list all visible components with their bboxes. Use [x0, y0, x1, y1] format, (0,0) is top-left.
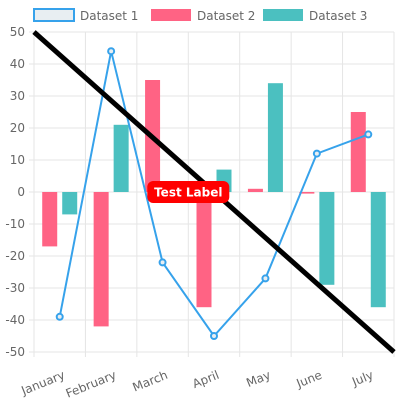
y-tick-label: 10 — [10, 153, 25, 167]
legend-label: Dataset 3 — [309, 9, 367, 23]
bar — [62, 192, 78, 215]
legend-swatch — [151, 9, 191, 21]
data-point — [210, 332, 218, 340]
bar — [299, 192, 315, 194]
bar — [267, 83, 283, 192]
y-tick-label: 40 — [10, 57, 25, 71]
y-tick-label: 50 — [10, 25, 25, 39]
bar — [196, 192, 212, 308]
data-point — [312, 149, 321, 158]
bar — [247, 188, 263, 192]
bars — [42, 80, 386, 327]
legend-swatch — [33, 8, 75, 22]
x-tick-label: April — [190, 368, 221, 391]
annotation-label: Test Label — [154, 186, 222, 200]
x-tick-label: January — [18, 368, 66, 398]
line-series — [55, 47, 373, 340]
y-tick-label: -30 — [5, 281, 25, 295]
y-tick-label: 20 — [10, 121, 25, 135]
data-point — [55, 312, 64, 321]
legend-swatch — [263, 9, 303, 21]
legend-label: Dataset 2 — [197, 9, 255, 23]
bar — [370, 192, 386, 308]
bar — [350, 112, 366, 192]
bar — [113, 124, 129, 192]
legend: Dataset 1 Dataset 2 Dataset 3 — [33, 8, 367, 23]
y-tick-label: -40 — [5, 313, 25, 327]
y-axis-ticks: 50 40 30 20 10 0 -10 -20 -30 -40 -50 — [5, 25, 25, 359]
bar — [319, 192, 335, 285]
bar — [93, 192, 109, 327]
x-tick-label: June — [294, 368, 324, 391]
y-tick-label: -20 — [5, 249, 25, 263]
x-tick-label: February — [64, 368, 119, 400]
annotation-label-box — [147, 181, 230, 203]
legend-label: Dataset 1 — [80, 9, 138, 23]
data-point — [364, 130, 373, 139]
annotations: Test Label — [32, 30, 396, 354]
y-tick-label: -50 — [5, 345, 25, 359]
y-tick-label: 0 — [17, 185, 25, 199]
data-point — [158, 258, 167, 267]
y-tick-label: 30 — [10, 89, 25, 103]
x-tick-label: March — [131, 368, 170, 395]
x-tick-label: May — [244, 368, 272, 390]
y-tick-label: -10 — [5, 217, 25, 231]
data-point — [107, 47, 116, 56]
bar — [42, 192, 58, 247]
data-point — [261, 274, 270, 283]
x-tick-label: July — [349, 368, 375, 389]
